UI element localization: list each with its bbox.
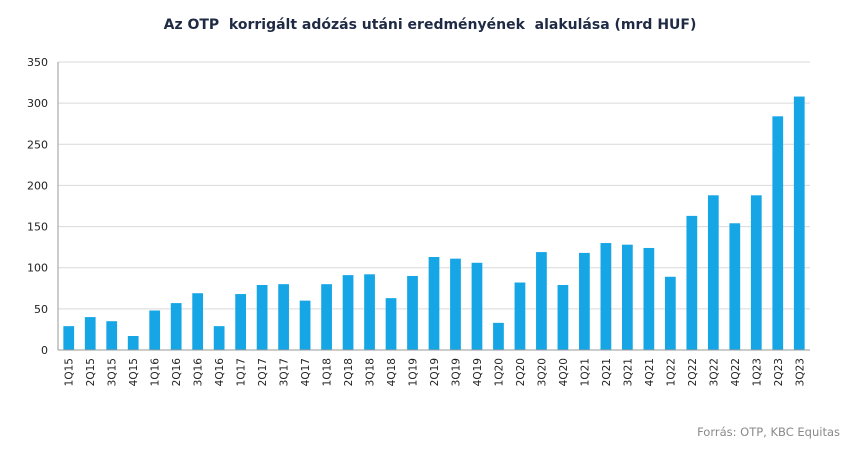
x-tick-label: 3Q21: [622, 358, 634, 386]
y-tick-label: 100: [27, 262, 48, 275]
bar-1Q18: [321, 284, 332, 350]
x-tick-label: 4Q16: [214, 358, 226, 387]
bar-4Q20: [557, 284, 569, 350]
x-tick-label: 4Q15: [128, 358, 140, 386]
bar-4Q15: [127, 336, 139, 350]
x-tick-label: 2Q16: [171, 358, 183, 387]
bar-2Q19: [428, 257, 440, 350]
source-note: Forrás: OTP, KBC Equitas: [697, 425, 840, 439]
bar-1Q21: [579, 252, 590, 350]
bar-1Q17: [235, 294, 246, 350]
x-tick-label: 1Q18: [322, 358, 334, 386]
x-tick-label: 3Q22: [708, 358, 720, 386]
bars: [63, 96, 805, 351]
x-tick-label: 2Q17: [257, 358, 269, 386]
x-tick-label: 1Q23: [751, 358, 763, 386]
y-tick-label: 200: [27, 179, 48, 192]
bar-1Q19: [407, 275, 418, 350]
x-tick-label: 3Q17: [279, 358, 291, 386]
x-tick-label: 2Q15: [85, 358, 97, 386]
x-tick-label: 4Q19: [472, 358, 484, 386]
x-tick-label: 4Q22: [730, 358, 742, 386]
bar-4Q22: [729, 223, 741, 350]
x-tick-label: 4Q20: [558, 358, 570, 386]
x-tick-label: 2Q23: [773, 358, 785, 386]
x-tick-label: 3Q23: [794, 358, 806, 386]
bar-4Q19: [471, 262, 483, 350]
bar-4Q17: [299, 300, 311, 350]
bar-2Q23: [772, 116, 784, 351]
y-tick-label: 350: [27, 56, 48, 69]
bar-1Q22: [664, 276, 676, 350]
bar-3Q18: [364, 274, 375, 350]
x-tick-label: 2Q20: [515, 358, 527, 386]
bar-3Q21: [622, 244, 633, 350]
x-axis-ticks: 1Q15 2Q15 3Q15 4Q15 1Q16 2Q16 3Q16 4Q16 1Q17 2Q17…: [64, 358, 807, 387]
chart-title: Az OTP korrigált adózás utáni eredményén…: [163, 17, 697, 33]
bar-1Q20: [493, 322, 504, 350]
bar-2Q15: [84, 317, 96, 350]
x-tick-label: 1Q16: [150, 358, 162, 387]
x-tick-label: 2Q18: [343, 358, 355, 386]
bar-1Q16: [149, 310, 161, 350]
x-tick-label: 2Q19: [429, 358, 441, 386]
bar-2Q16: [170, 303, 182, 350]
bar-2Q21: [600, 243, 612, 350]
x-tick-label: 1Q20: [493, 358, 505, 386]
bar-3Q19: [450, 258, 461, 350]
x-tick-label: 4Q18: [386, 358, 398, 386]
x-tick-label: 3Q18: [365, 358, 377, 386]
bar-4Q16: [213, 326, 225, 350]
y-tick-label: 250: [27, 138, 48, 151]
y-axis-ticks: 0 50 100 150 200 250 300 350: [27, 56, 48, 357]
bar-1Q23: [750, 195, 762, 350]
bar-1Q15: [63, 326, 75, 350]
bar-2Q18: [342, 275, 354, 350]
bar-3Q23: [793, 96, 805, 350]
y-tick-label: 150: [27, 221, 48, 234]
x-tick-label: 1Q22: [665, 358, 677, 386]
x-tick-label: 3Q19: [450, 358, 462, 386]
bar-3Q17: [278, 284, 289, 350]
bar-2Q20: [514, 282, 526, 350]
x-tick-label: 3Q20: [536, 358, 548, 386]
y-tick-label: 0: [41, 344, 48, 357]
x-tick-label: 1Q19: [408, 358, 420, 386]
bar-3Q15: [106, 321, 118, 350]
bar-4Q21: [643, 247, 655, 350]
x-tick-label: 3Q16: [193, 358, 205, 387]
x-tick-label: 2Q21: [601, 358, 613, 386]
x-tick-label: 4Q21: [644, 358, 656, 386]
x-tick-label: 3Q15: [107, 358, 119, 386]
x-tick-label: 1Q21: [579, 358, 591, 386]
bar-3Q22: [707, 195, 719, 350]
x-tick-label: 1Q17: [236, 358, 248, 386]
y-tick-label: 300: [27, 97, 48, 110]
bar-2Q17: [256, 284, 268, 350]
bar-3Q16: [192, 293, 204, 350]
x-tick-label: 2Q22: [687, 358, 699, 386]
bar-4Q18: [385, 298, 397, 350]
x-tick-label: 1Q15: [64, 358, 76, 386]
x-tick-label: 4Q17: [300, 358, 312, 386]
bar-2Q22: [686, 215, 698, 350]
y-tick-label: 50: [34, 303, 48, 316]
bar-3Q20: [536, 252, 547, 350]
